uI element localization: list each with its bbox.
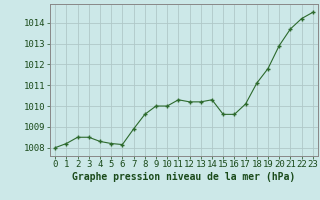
X-axis label: Graphe pression niveau de la mer (hPa): Graphe pression niveau de la mer (hPa) — [72, 172, 296, 182]
